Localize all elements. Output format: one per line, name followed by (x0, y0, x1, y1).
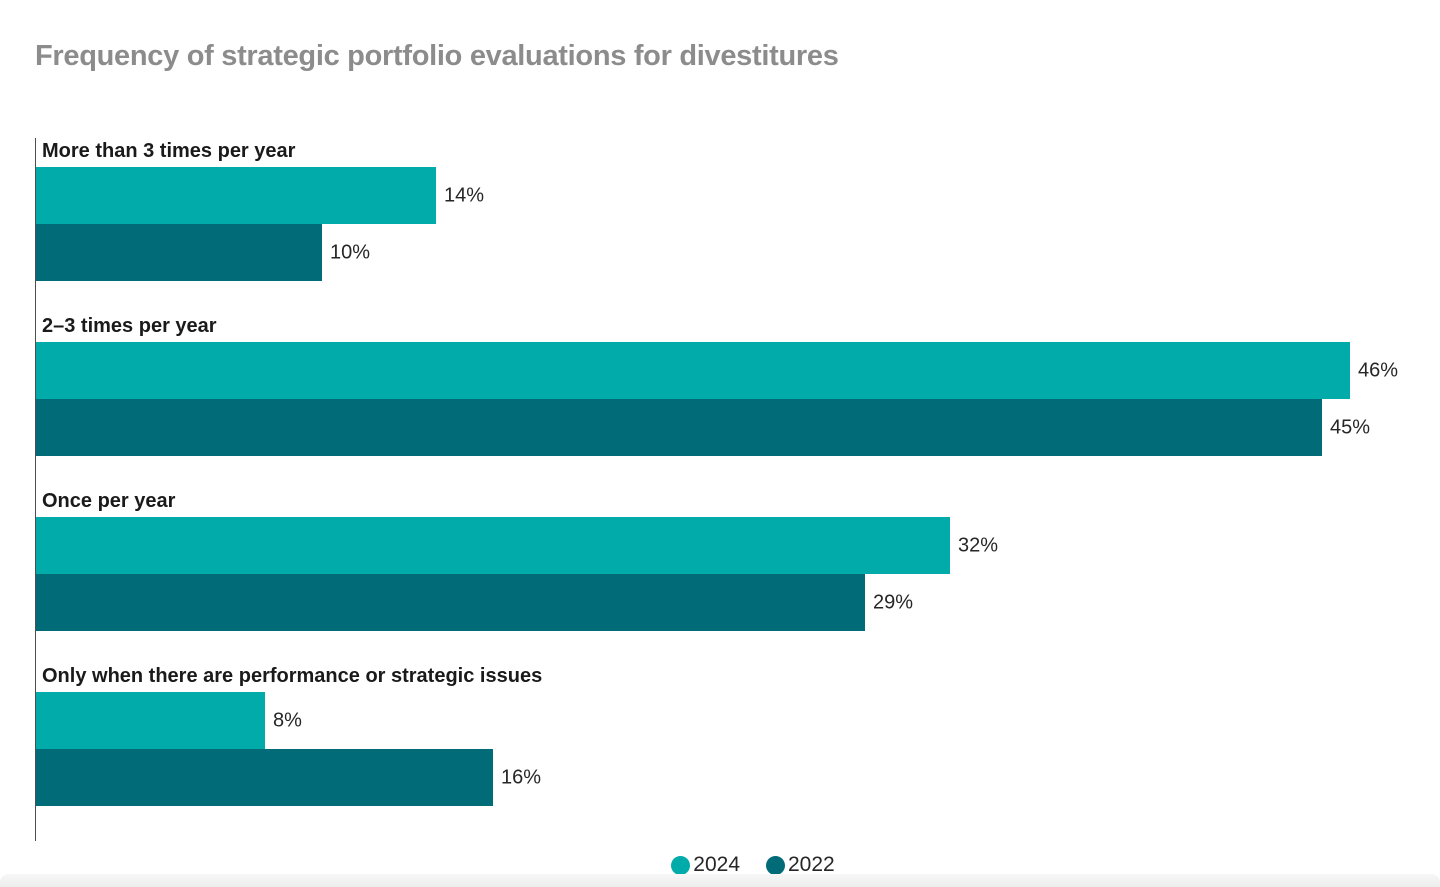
value-label: 14% (444, 184, 485, 206)
bar-group: More than 3 times per year 14% 10% (36, 138, 1416, 313)
value-label: 8% (273, 709, 302, 731)
legend-swatch-2022-icon (766, 855, 785, 875)
value-label: 29% (873, 591, 914, 613)
bar-group: Once per year 32% 29% (36, 488, 1416, 663)
bar-group: 2–3 times per year 46% 45% (36, 313, 1416, 488)
bar-2024[interactable]: 8% (36, 692, 302, 749)
legend: 2024 2022 (0, 850, 1440, 880)
next-section-edge (0, 874, 1440, 887)
bar-2022[interactable]: 16% (36, 749, 541, 806)
value-label: 10% (330, 241, 371, 263)
legend-swatch-2024-icon (671, 855, 691, 875)
bar-2024[interactable]: 32% (36, 517, 998, 574)
category-label: 2–3 times per year (42, 315, 217, 337)
legend-item-2024[interactable]: 2024 (671, 853, 740, 877)
bar-2022[interactable]: 29% (36, 574, 913, 631)
bar-2024[interactable]: 46% (36, 342, 1398, 399)
bar-group: Only when there are performance or strat… (36, 663, 1416, 838)
bar-2024[interactable]: 14% (36, 167, 484, 224)
legend-label-2022: 2022 (788, 853, 835, 876)
category-label: More than 3 times per year (42, 140, 296, 162)
bar-2022[interactable]: 45% (36, 399, 1370, 456)
chart-title: Frequency of strategic portfolio evaluat… (35, 40, 839, 72)
legend-item-2022[interactable]: 2022 (766, 853, 835, 877)
category-label: Once per year (42, 490, 176, 512)
category-label: Only when there are performance or strat… (42, 665, 543, 687)
y-axis-line (35, 138, 36, 841)
value-label: 16% (501, 766, 542, 788)
value-label: 45% (1330, 416, 1371, 438)
value-label: 46% (1358, 359, 1399, 381)
value-label: 32% (958, 534, 999, 556)
legend-label-2024: 2024 (693, 853, 740, 876)
bar-2022[interactable]: 10% (36, 224, 370, 281)
